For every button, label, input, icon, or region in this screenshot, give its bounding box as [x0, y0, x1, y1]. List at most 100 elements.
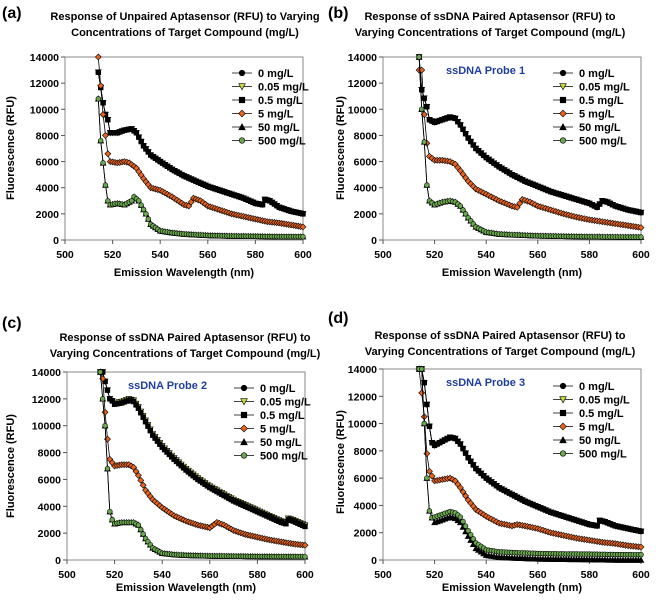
x-tick-label: 500 — [56, 249, 74, 261]
data-point — [456, 484, 464, 492]
data-point — [302, 554, 308, 560]
legend-marker — [559, 69, 567, 77]
x-tick-label: 560 — [201, 569, 219, 581]
y-tick-label: 14000 — [32, 367, 61, 379]
data-point — [594, 523, 600, 529]
x-tick-label: 600 — [632, 249, 650, 261]
data-point — [421, 95, 427, 101]
data-point — [135, 405, 142, 411]
data-point — [109, 517, 115, 523]
legend-marker — [240, 411, 248, 419]
data-point — [416, 54, 422, 60]
x-tick-label: 600 — [632, 569, 650, 581]
y-tick-label: 4000 — [36, 183, 60, 195]
data-point — [94, 53, 102, 61]
y-tick-label: 6000 — [354, 157, 378, 169]
x-axis-label: Emission Wavelength (nm) — [116, 582, 257, 594]
legend-marker — [238, 109, 246, 118]
legend-label: 0 mg/L — [579, 68, 615, 80]
legend-label: 50 mg/L — [579, 435, 621, 447]
data-point — [259, 202, 266, 208]
legend-marker — [559, 409, 567, 417]
x-tick-label: 540 — [151, 249, 169, 261]
data-point — [99, 111, 107, 118]
y-tick-label: 12000 — [348, 78, 377, 90]
data-point — [457, 203, 464, 209]
data-point — [418, 86, 425, 93]
legend-label: 0.05 mg/L — [260, 397, 311, 409]
y-tick-label: 4000 — [38, 501, 62, 513]
x-tick-label: 500 — [374, 569, 392, 581]
series-line — [100, 371, 306, 527]
legend-label: 50 mg/L — [260, 437, 302, 449]
data-point — [302, 523, 308, 530]
chart-title-line-2: Concentrations of Target Compound (mg/L) — [71, 27, 299, 39]
legend-marker — [238, 137, 246, 144]
y-tick-label: 2000 — [354, 209, 378, 221]
x-tick-label: 520 — [104, 249, 122, 261]
data-point — [145, 216, 152, 222]
y-tick-label: 8000 — [36, 130, 60, 142]
y-tick-label: 12000 — [30, 78, 59, 90]
series-3 — [97, 369, 308, 530]
y-tick-label: 12000 — [348, 391, 377, 403]
data-point — [638, 234, 644, 240]
data-point — [140, 414, 146, 420]
data-point — [513, 203, 521, 211]
data-point — [462, 211, 469, 217]
data-point — [140, 206, 147, 213]
legend-label: 0.5 mg/L — [579, 95, 624, 107]
y-tick-label: 4000 — [354, 183, 378, 195]
legend-label: 50 mg/L — [579, 122, 621, 134]
data-point — [638, 551, 644, 558]
y-tick-label: 2000 — [36, 209, 60, 221]
data-point — [104, 387, 111, 393]
data-point — [462, 450, 469, 456]
y-tick-label: 10000 — [30, 104, 59, 116]
data-point — [468, 532, 474, 538]
chart-title-line-2: Varying Concentrations of Target Compoun… — [355, 27, 626, 39]
y-tick-label: 2000 — [38, 528, 62, 540]
legend-label: 0.5 mg/L — [579, 408, 624, 420]
data-point — [104, 465, 111, 472]
data-point — [140, 531, 146, 537]
data-point — [145, 423, 151, 429]
legend-marker — [240, 398, 248, 406]
x-tick-label: 520 — [426, 569, 444, 581]
legend-marker — [240, 438, 248, 446]
y-tick-label: 4000 — [354, 500, 378, 512]
legend-marker — [240, 424, 248, 433]
data-point — [421, 420, 427, 427]
legend-label: 0 mg/L — [579, 381, 615, 393]
data-point — [421, 379, 427, 386]
y-tick-label: 14000 — [348, 52, 377, 64]
legend-marker — [559, 382, 567, 390]
data-point — [300, 211, 306, 217]
chart-title-line-1: Response of Unpaired Aptasensor (RFU) to… — [50, 11, 319, 23]
data-point — [460, 207, 466, 213]
legend-marker — [238, 123, 246, 131]
legend: 0 mg/L 0.05 mg/L0.5 mg/L 5 mg/L50 mg/L 500 … — [553, 68, 630, 148]
legend-marker — [559, 123, 567, 131]
x-tick-label: 560 — [529, 249, 547, 261]
data-point — [421, 139, 427, 145]
x-tick-label: 520 — [426, 249, 444, 261]
legend-label: 500 mg/L — [579, 449, 627, 461]
x-axis-label: Emission Wavelength (nm) — [442, 267, 583, 279]
data-point — [424, 103, 430, 110]
legend-label: 5 mg/L — [579, 109, 615, 121]
y-tick-label: 6000 — [36, 157, 60, 169]
panel-label: (d) — [328, 310, 348, 327]
x-tick-label: 600 — [294, 249, 312, 261]
data-point — [470, 536, 476, 542]
data-point — [637, 224, 645, 232]
data-point — [142, 418, 149, 425]
data-point — [138, 202, 144, 208]
y-tick-label: 0 — [371, 235, 377, 247]
legend-label: 0.05 mg/L — [579, 82, 630, 94]
data-point — [428, 472, 436, 480]
data-point — [424, 475, 430, 481]
data-point — [143, 211, 149, 217]
chart-title-line-1: Response of ssDNA Paired Aptasensor (RFU… — [374, 330, 625, 342]
